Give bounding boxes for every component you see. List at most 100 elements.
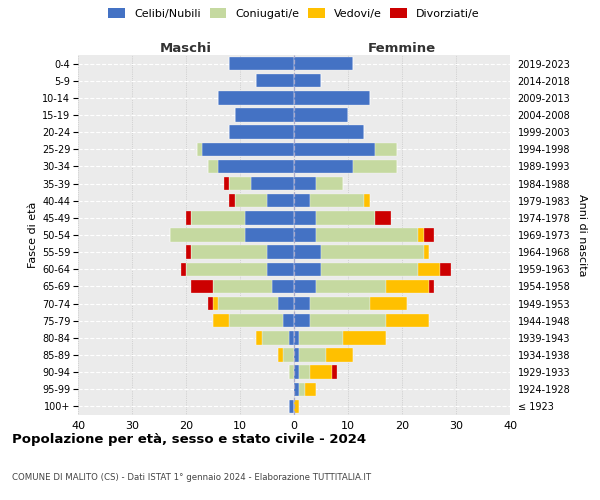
Bar <box>245 228 294 241</box>
Bar <box>332 366 337 379</box>
Bar <box>299 382 305 396</box>
Bar <box>229 57 294 70</box>
Bar <box>267 246 294 259</box>
Y-axis label: Anni di nascita: Anni di nascita <box>577 194 587 276</box>
Bar <box>208 297 213 310</box>
Bar <box>294 262 321 276</box>
Bar <box>283 314 294 328</box>
Bar <box>294 160 353 173</box>
Bar <box>370 297 407 310</box>
Bar <box>386 314 429 328</box>
Bar <box>294 194 310 207</box>
Bar <box>208 160 218 173</box>
Bar <box>294 177 316 190</box>
Bar <box>256 331 262 344</box>
Bar <box>278 297 294 310</box>
Bar <box>343 331 386 344</box>
Bar <box>256 74 294 88</box>
Bar <box>294 228 316 241</box>
Bar <box>310 366 332 379</box>
Bar <box>375 142 397 156</box>
Bar <box>310 297 370 310</box>
Bar <box>375 211 391 224</box>
Bar <box>191 280 213 293</box>
Bar <box>294 280 316 293</box>
Bar <box>272 280 294 293</box>
Bar <box>294 211 316 224</box>
Bar <box>418 262 440 276</box>
Bar <box>235 108 294 122</box>
Bar <box>364 194 370 207</box>
Bar <box>424 246 429 259</box>
Bar <box>294 57 353 70</box>
Bar <box>429 280 434 293</box>
Bar <box>191 246 267 259</box>
Bar <box>316 280 386 293</box>
Bar <box>294 142 375 156</box>
Bar <box>294 108 348 122</box>
Bar <box>305 382 316 396</box>
Bar <box>229 126 294 139</box>
Text: COMUNE DI MALITO (CS) - Dati ISTAT 1° gennaio 2024 - Elaborazione TUTTITALIA.IT: COMUNE DI MALITO (CS) - Dati ISTAT 1° ge… <box>12 473 371 482</box>
Bar <box>278 348 283 362</box>
Bar <box>386 280 429 293</box>
Bar <box>213 297 218 310</box>
Bar <box>289 400 294 413</box>
Bar <box>289 331 294 344</box>
Bar <box>218 297 278 310</box>
Bar <box>299 366 310 379</box>
Bar <box>294 382 299 396</box>
Bar <box>235 194 267 207</box>
Bar <box>186 262 267 276</box>
Bar <box>440 262 451 276</box>
Bar <box>186 246 191 259</box>
Bar <box>294 331 299 344</box>
Bar <box>316 228 418 241</box>
Bar <box>213 314 229 328</box>
Text: Femmine: Femmine <box>368 42 436 55</box>
Bar <box>299 348 326 362</box>
Bar <box>294 314 310 328</box>
Bar <box>316 211 375 224</box>
Bar <box>321 246 424 259</box>
Bar <box>294 246 321 259</box>
Bar <box>229 314 283 328</box>
Bar <box>353 160 397 173</box>
Legend: Celibi/Nubili, Coniugati/e, Vedovi/e, Divorziati/e: Celibi/Nubili, Coniugati/e, Vedovi/e, Di… <box>109 8 479 19</box>
Bar <box>202 142 294 156</box>
Bar <box>267 194 294 207</box>
Bar <box>294 366 299 379</box>
Bar <box>294 297 310 310</box>
Bar <box>218 160 294 173</box>
Bar <box>229 177 251 190</box>
Bar <box>224 177 229 190</box>
Bar <box>213 280 272 293</box>
Bar <box>283 348 294 362</box>
Bar <box>294 348 299 362</box>
Bar <box>289 366 294 379</box>
Bar <box>299 331 343 344</box>
Bar <box>218 91 294 104</box>
Bar <box>294 400 299 413</box>
Bar <box>229 194 235 207</box>
Bar <box>418 228 424 241</box>
Bar <box>294 126 364 139</box>
Bar <box>294 91 370 104</box>
Bar <box>267 262 294 276</box>
Bar <box>294 74 321 88</box>
Bar <box>310 314 386 328</box>
Text: Maschi: Maschi <box>160 42 212 55</box>
Bar <box>310 194 364 207</box>
Bar <box>191 211 245 224</box>
Bar <box>326 348 353 362</box>
Bar <box>251 177 294 190</box>
Bar <box>245 211 294 224</box>
Bar <box>424 228 434 241</box>
Bar <box>262 331 289 344</box>
Bar <box>170 228 245 241</box>
Bar <box>197 142 202 156</box>
Bar <box>186 211 191 224</box>
Bar <box>181 262 186 276</box>
Bar <box>316 177 343 190</box>
Bar <box>321 262 418 276</box>
